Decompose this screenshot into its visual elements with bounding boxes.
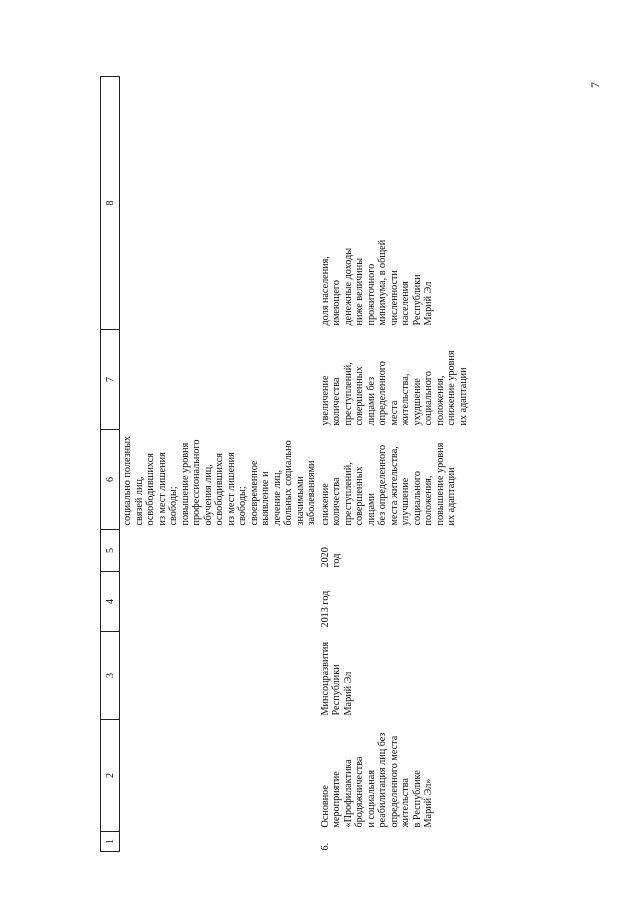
indicator-line: населения bbox=[400, 281, 411, 326]
cont-line: из мест лишения bbox=[225, 452, 237, 526]
result-line: преступлений, bbox=[342, 462, 354, 526]
name-line: бродяжничества bbox=[354, 756, 365, 828]
cont-line: лечение лиц, bbox=[271, 469, 283, 526]
continuation-result-cell: социально полезных связей лиц, освободив… bbox=[120, 430, 318, 530]
consequence-line: преступлений, bbox=[342, 362, 354, 426]
cont-line: повышение уровня bbox=[179, 442, 191, 526]
consequence-line: определенного места bbox=[377, 361, 400, 426]
program-table-rotated: 1 2 3 4 5 6 7 8 социально полезных связе… bbox=[100, 76, 510, 852]
consequences-cell: увеличение количества преступлений, сове… bbox=[318, 330, 470, 430]
column-header-4: 4 bbox=[100, 571, 120, 632]
column-header-6: 6 bbox=[100, 429, 120, 530]
cont-line: социально полезных bbox=[122, 435, 133, 526]
name-line: «Профилактика bbox=[342, 759, 354, 828]
cont-line: свободы; bbox=[168, 486, 179, 526]
column-header-3: 3 bbox=[100, 631, 120, 720]
executor-line: Минсоцразвития bbox=[319, 641, 331, 716]
indicator-line: Марий Эл bbox=[423, 281, 434, 326]
indicator-line: ниже величины bbox=[354, 257, 365, 326]
result-line: места жительства, bbox=[388, 446, 400, 526]
cont-line: больных социально bbox=[283, 440, 294, 526]
cont-line: из мест лишения bbox=[156, 452, 168, 526]
program-table: 1 2 3 4 5 6 7 8 социально полезных связе… bbox=[100, 76, 469, 852]
consequence-line: жительства, bbox=[400, 373, 411, 426]
column-header-7: 7 bbox=[100, 329, 120, 430]
indicator-line: прожиточного bbox=[365, 263, 377, 326]
result-line: положения, bbox=[423, 475, 434, 526]
result-line: снижение bbox=[319, 483, 331, 526]
activity-name-cell: Основное мероприятие «Профилактика бродя… bbox=[318, 720, 470, 832]
indicator-line: Республики bbox=[411, 274, 423, 326]
indicator-line: минимума, в общей bbox=[377, 239, 388, 326]
consequence-line: положения, bbox=[434, 375, 446, 426]
column-header-8: 8 bbox=[100, 76, 120, 330]
result-line: совершенных bbox=[354, 466, 365, 526]
consequence-line: количества bbox=[331, 377, 342, 426]
header-row: 1 2 3 4 5 6 7 8 bbox=[100, 76, 120, 852]
name-line: реабилитация лиц без bbox=[377, 732, 388, 828]
name-line: Основное bbox=[319, 785, 331, 828]
result-line: количества bbox=[331, 477, 342, 526]
name-line: определенного места bbox=[388, 735, 400, 828]
row-number: 6. bbox=[319, 842, 331, 851]
result-line: лицами bbox=[365, 493, 377, 526]
name-line: и социальная bbox=[365, 769, 377, 828]
result-line: без определенного bbox=[377, 444, 388, 526]
consequence-line: их адаптации bbox=[457, 367, 469, 426]
cont-line: освободившихся bbox=[214, 453, 225, 526]
cont-line: обучения лиц, bbox=[202, 464, 214, 526]
indicator-line: имеющего bbox=[331, 280, 342, 326]
result-line: их адаптации bbox=[446, 467, 457, 526]
executor-cell: Минсоцразвития Республики Марий Эл bbox=[318, 632, 470, 720]
expected-result-cell: снижение количества преступлений, соверш… bbox=[318, 430, 470, 530]
result-line: социального bbox=[411, 471, 423, 526]
name-line: жительства bbox=[400, 778, 411, 828]
page-number: 7 bbox=[588, 82, 602, 88]
name-line: мероприятие bbox=[331, 771, 342, 828]
consequence-line: ухудшение bbox=[411, 378, 423, 426]
cont-line: связей лиц, bbox=[133, 476, 145, 526]
start-year-cell: 2013 год bbox=[319, 590, 331, 628]
indicator-cell: доля населения, имеющего денежные доходы… bbox=[318, 77, 470, 330]
consequence-line: совершенных bbox=[354, 366, 365, 426]
consequence-line: лицами без bbox=[365, 376, 377, 426]
cont-line: своевременное bbox=[248, 460, 260, 526]
cont-line: заболеваниями bbox=[306, 460, 317, 526]
name-line: Марий Эл» bbox=[423, 778, 434, 828]
cont-line: профессионального bbox=[191, 439, 202, 526]
cont-line: выявление и bbox=[260, 471, 271, 526]
indicator-line: численности bbox=[388, 270, 400, 326]
column-header-2: 2 bbox=[100, 719, 120, 832]
end-year-cell: 2020 год bbox=[319, 547, 343, 568]
table-row-6: 6. Основное мероприятие «Профилактика бр… bbox=[318, 77, 470, 852]
executor-line: Марий Эл bbox=[342, 671, 354, 716]
consequence-line: снижение уровня bbox=[446, 350, 457, 426]
result-line: улучшение bbox=[400, 477, 411, 526]
cont-line: значимыми bbox=[294, 476, 306, 526]
consequence-line: социального bbox=[423, 371, 434, 426]
continuation-row: социально полезных связей лиц, освободив… bbox=[120, 77, 318, 852]
executor-line: Республики bbox=[331, 664, 342, 716]
result-line: повышение уровня bbox=[434, 442, 446, 526]
consequence-line: увеличение bbox=[319, 375, 331, 426]
column-header-5: 5 bbox=[100, 529, 120, 572]
indicator-line: доля населения, bbox=[319, 256, 331, 326]
column-header-1: 1 bbox=[100, 831, 120, 852]
indicator-line: денежные доходы bbox=[342, 247, 354, 326]
cont-line: освободившихся bbox=[145, 453, 156, 526]
name-line: в Республике bbox=[411, 770, 423, 828]
cont-line: свободы; bbox=[237, 486, 248, 526]
